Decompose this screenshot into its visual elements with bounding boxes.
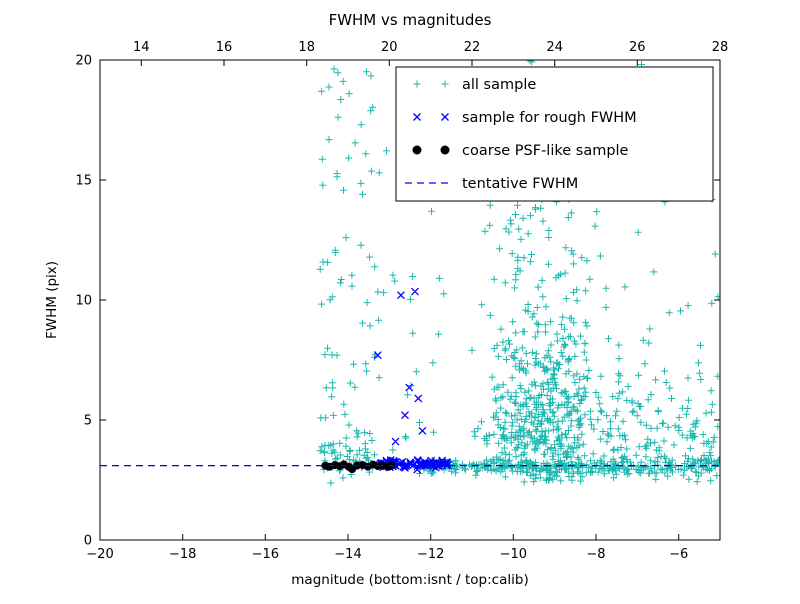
top-x-tick-label: 24 (546, 40, 563, 55)
legend-box (395, 66, 714, 202)
legend-entry-coarse-psf-like-sample: coarse PSF-like sample (412, 143, 629, 159)
legend-entry-all-sample: all sample (413, 77, 536, 93)
legend-entry-tentative-fwhm: tentative FWHM (405, 176, 578, 192)
chart-title: FWHM vs magnitudes (329, 11, 492, 29)
x-tick-label: −10 (500, 547, 527, 562)
plot-data-layer (100, 60, 720, 487)
legend-plus-marker (413, 80, 449, 88)
x-tick-label: −12 (417, 547, 444, 562)
y-tick-label: 20 (75, 54, 92, 69)
top-x-tick-label: 14 (133, 40, 150, 55)
x-tick-label: −8 (586, 547, 605, 562)
x-axis-label: magnitude (bottom:isnt / top:calib) (291, 572, 528, 588)
legend-dot-marker (440, 145, 450, 155)
top-x-tick-label: 28 (712, 40, 729, 55)
legend: all sample sample for rough FWHM coarse PS… (395, 66, 714, 202)
top-x-tick-label: 22 (464, 40, 481, 55)
legend-x-marker (413, 113, 449, 121)
top-x-tick-label: 20 (381, 40, 398, 55)
legend-label: sample for rough FWHM (462, 110, 637, 126)
y-tick-label: 5 (84, 414, 92, 429)
legend-entry-rough-fwhm-sample: sample for rough FWHM (413, 110, 637, 126)
legend-dot-marker (412, 145, 422, 155)
rough-fwhm-sample-markers (373, 287, 453, 474)
y-tick-label: 0 (84, 534, 92, 549)
x-tick-label: −18 (169, 547, 196, 562)
legend-label: coarse PSF-like sample (462, 143, 629, 159)
series-coarse-psf-like-sample (321, 460, 396, 474)
top-x-tick-label: 26 (629, 40, 646, 55)
legend-label: all sample (462, 77, 536, 93)
y-tick-label: 15 (75, 174, 92, 189)
x-tick-label: −20 (86, 547, 113, 562)
plot-axes-layer: −20 −18 −16 −14 −12 −10 −8 −6 14 16 18 20 22 24 26 28 0 5… (75, 40, 728, 562)
legend-label: tentative FWHM (462, 176, 578, 192)
x-tick-label: −14 (334, 547, 361, 562)
y-tick-label: 10 (75, 294, 92, 309)
x-tick-label: −16 (252, 547, 279, 562)
top-x-tick-label: 18 (298, 40, 315, 55)
x-tick-label: −6 (669, 547, 688, 562)
top-x-tick-label: 16 (216, 40, 233, 55)
scatter-layer (100, 60, 720, 487)
y-axis-label: FWHM (pix) (44, 261, 60, 339)
series-rough-fwhm-sample (373, 287, 453, 474)
